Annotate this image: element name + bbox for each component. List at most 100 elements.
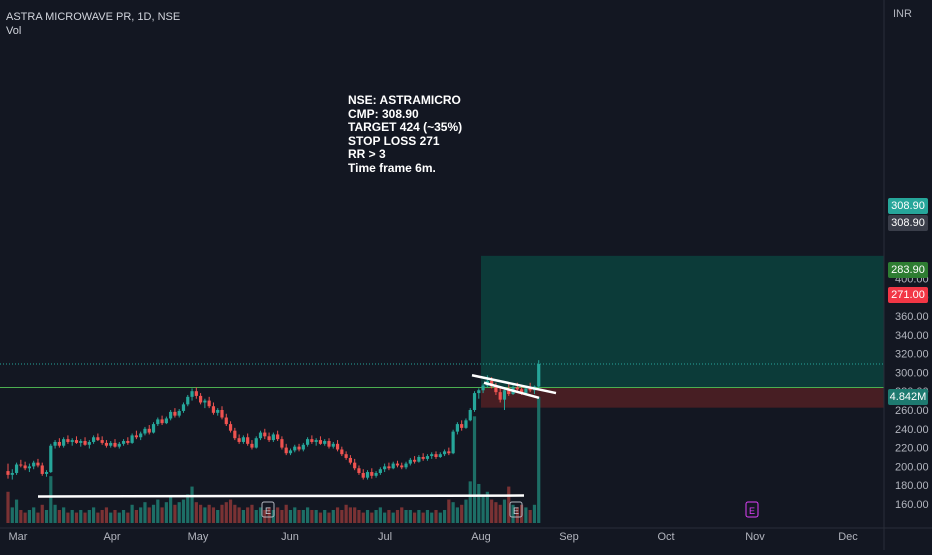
triangle-lower-line bbox=[483, 381, 540, 399]
candle-body bbox=[276, 434, 280, 440]
volume-bar bbox=[434, 509, 438, 523]
volume-bar bbox=[224, 502, 228, 523]
volume-bar bbox=[241, 509, 245, 523]
candle-body bbox=[237, 438, 241, 442]
note-line: RR > 3 bbox=[348, 147, 386, 162]
volume-bar bbox=[139, 507, 143, 523]
candle-body bbox=[199, 395, 203, 403]
volume-bar bbox=[438, 512, 442, 523]
candle-body bbox=[254, 438, 258, 448]
candle-body bbox=[19, 464, 23, 466]
volume-bar bbox=[104, 507, 109, 523]
candle-body bbox=[23, 465, 27, 469]
volume-bar bbox=[143, 502, 147, 523]
candle-body bbox=[502, 390, 507, 400]
volume-bar bbox=[442, 509, 447, 523]
volume-bar bbox=[460, 504, 464, 523]
y-tick-label: 300.00 bbox=[895, 367, 929, 379]
volume-bar bbox=[83, 512, 87, 523]
candle-body bbox=[49, 445, 53, 473]
volume-bar bbox=[340, 509, 344, 523]
x-tick-label: May bbox=[188, 531, 209, 543]
volume-bar bbox=[66, 512, 70, 523]
volume-bar bbox=[468, 481, 472, 523]
earnings-marker bbox=[509, 501, 523, 518]
candle-body bbox=[520, 389, 524, 394]
volume-bar bbox=[27, 509, 31, 523]
volume-bar bbox=[537, 397, 541, 523]
volume-bar bbox=[353, 507, 357, 523]
candle-body bbox=[340, 449, 344, 455]
volume-bar bbox=[177, 502, 181, 523]
volume-bar bbox=[528, 509, 532, 523]
x-tick-label: Jun bbox=[281, 531, 299, 543]
volume-bar bbox=[447, 499, 451, 523]
candle-body bbox=[113, 442, 117, 447]
y-tick-label: 240.00 bbox=[895, 424, 929, 436]
volume-bar bbox=[216, 509, 220, 523]
volume-bar bbox=[532, 504, 537, 523]
candle-body bbox=[288, 450, 293, 454]
candle-body bbox=[66, 439, 70, 442]
candle-body bbox=[472, 393, 477, 410]
volume-bar bbox=[164, 502, 168, 523]
candle-body bbox=[280, 439, 284, 448]
volume-bar bbox=[413, 512, 417, 523]
candle-body bbox=[460, 424, 464, 428]
volume-bar bbox=[96, 512, 100, 523]
volume-bar bbox=[6, 491, 10, 523]
candle-body bbox=[395, 463, 400, 466]
candle-body bbox=[528, 388, 532, 391]
candle-body bbox=[353, 462, 357, 469]
volume-bar bbox=[19, 509, 23, 523]
earnings-marker bbox=[261, 501, 275, 518]
candle-body bbox=[404, 463, 408, 468]
volume-bar bbox=[126, 512, 130, 523]
volume-bar bbox=[186, 494, 190, 523]
candle-body bbox=[425, 456, 430, 459]
candle-body bbox=[224, 417, 228, 425]
candle-body bbox=[27, 466, 31, 469]
volume-bar bbox=[57, 509, 61, 523]
y-tick-label: 180.00 bbox=[895, 480, 929, 492]
x-tick-label: Aug bbox=[471, 531, 491, 543]
candle-body bbox=[438, 454, 442, 457]
volume-bar bbox=[147, 507, 151, 523]
volume-bar bbox=[391, 512, 395, 523]
volume-bar bbox=[53, 504, 57, 523]
candle-body bbox=[87, 441, 91, 445]
volume-bar bbox=[228, 499, 233, 523]
candle-body bbox=[92, 437, 96, 442]
candle-body bbox=[186, 396, 190, 405]
volume-bar bbox=[121, 509, 126, 523]
volume-bar bbox=[301, 509, 305, 523]
volume-bar bbox=[32, 507, 36, 523]
volume-bar bbox=[485, 491, 489, 523]
volume-bar bbox=[425, 509, 430, 523]
candle-body bbox=[348, 457, 352, 463]
y-tick-label: 160.00 bbox=[895, 499, 929, 511]
note-line: STOP LOSS 271 bbox=[348, 133, 440, 148]
candle-body bbox=[391, 463, 395, 469]
volume-bar bbox=[254, 509, 258, 523]
volume-bar bbox=[310, 509, 314, 523]
earnings-marker-label: E bbox=[265, 506, 271, 516]
volume-bar bbox=[451, 502, 455, 523]
candle-body bbox=[220, 410, 224, 418]
candle-body bbox=[57, 441, 61, 446]
candle-body bbox=[417, 457, 421, 462]
volume-bar bbox=[10, 507, 14, 523]
volume-bar bbox=[323, 509, 327, 523]
candle-body bbox=[464, 420, 468, 428]
chart-title: ASTRA MICROWAVE PR, 1D, NSE bbox=[6, 11, 181, 23]
candle-body bbox=[524, 388, 528, 394]
candle-body bbox=[327, 441, 331, 447]
volume-bar bbox=[220, 504, 224, 523]
candle-body bbox=[228, 424, 233, 431]
candle-body bbox=[216, 410, 220, 413]
volume-bar bbox=[490, 499, 494, 523]
candle-body bbox=[83, 441, 87, 445]
